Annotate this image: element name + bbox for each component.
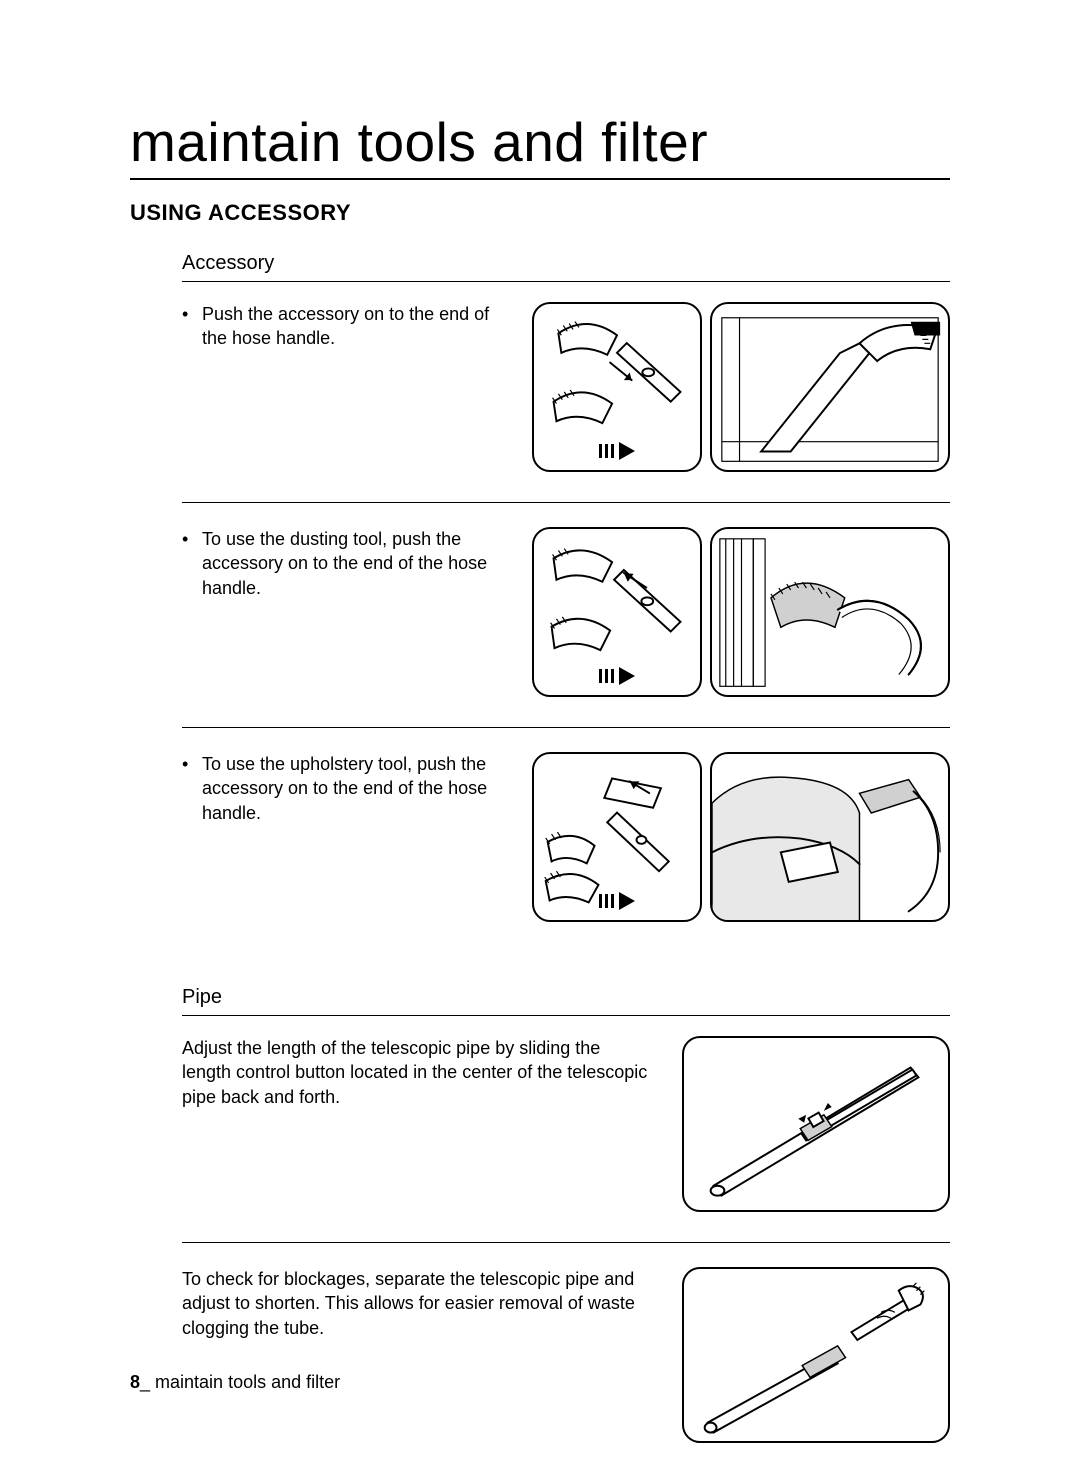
page-number: 8: [130, 1372, 140, 1392]
pipe-item-text: To check for blockages, separate the tel…: [182, 1267, 652, 1340]
accessory-item: Push the accessory on to the end of the …: [182, 302, 950, 503]
section-heading: USING ACCESSORY: [130, 200, 950, 226]
figure-crevice-use-icon: [710, 302, 950, 472]
accessory-item: To use the dusting tool, push the access…: [182, 527, 950, 728]
figure-telescopic-adjust-icon: [682, 1036, 950, 1212]
bullet-icon: [182, 527, 202, 600]
accessory-subhead: Accessory: [182, 252, 950, 282]
step-arrow-icon: [599, 667, 635, 685]
bullet-icon: [182, 752, 202, 825]
figure-dusting-use-icon: [710, 527, 950, 697]
page-footer: 8_ maintain tools and filter: [130, 1372, 340, 1393]
step-arrow-icon: [599, 892, 635, 910]
pipe-item-text: Adjust the length of the telescopic pipe…: [182, 1036, 652, 1109]
accessory-section: Accessory Push the accessory on to the e…: [182, 252, 950, 1473]
accessory-item-text: To use the upholstery tool, push the acc…: [202, 752, 512, 825]
figure-upholstery-use-icon: [710, 752, 950, 922]
pipe-item: Adjust the length of the telescopic pipe…: [182, 1036, 950, 1243]
footer-separator: _: [140, 1372, 155, 1392]
accessory-item-text: To use the dusting tool, push the access…: [202, 527, 512, 600]
figure-dusting-attach-icon: [532, 527, 702, 697]
pipe-subhead: Pipe: [182, 986, 950, 1016]
figure-telescopic-separate-icon: [682, 1267, 950, 1443]
figure-accessory-attach-icon: [532, 302, 702, 472]
accessory-item: To use the upholstery tool, push the acc…: [182, 752, 950, 952]
bullet-icon: [182, 302, 202, 351]
pipe-item: To check for blockages, separate the tel…: [182, 1267, 950, 1473]
figure-upholstery-attach-icon: [532, 752, 702, 922]
page-title: maintain tools and filter: [130, 110, 950, 180]
footer-label: maintain tools and filter: [155, 1372, 340, 1392]
accessory-item-text: Push the accessory on to the end of the …: [202, 302, 502, 351]
step-arrow-icon: [599, 442, 635, 460]
